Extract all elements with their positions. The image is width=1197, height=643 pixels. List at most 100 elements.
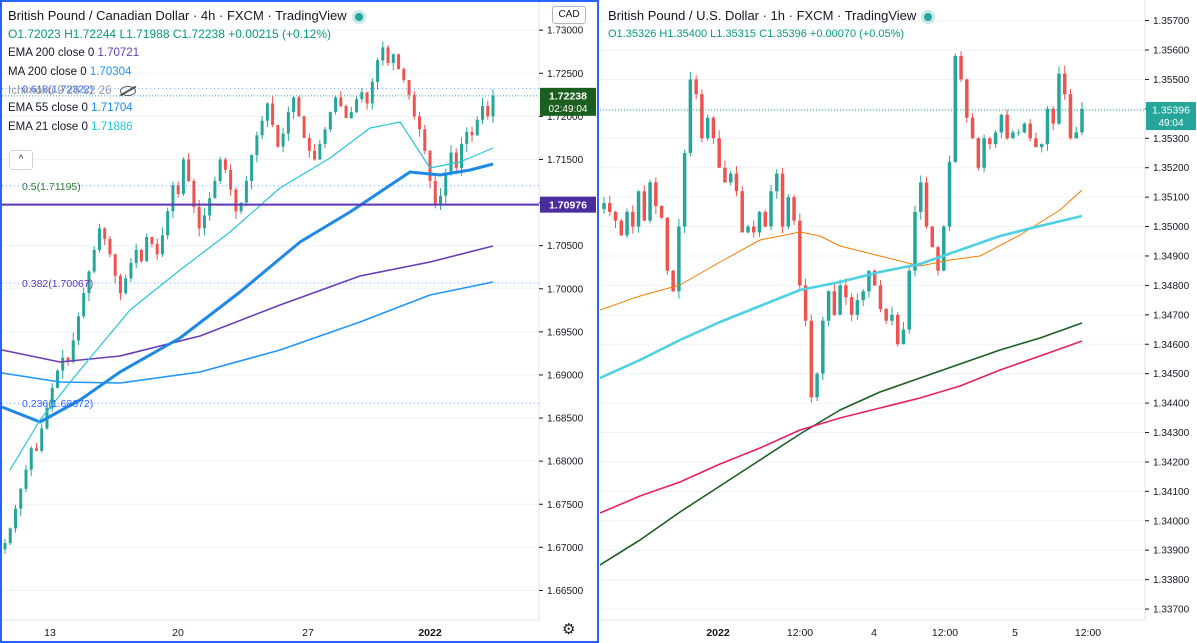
- x-tick-label: 12:00: [787, 627, 813, 639]
- gbpcad-ohlc: O1.72023 H1.72244 L1.71988 C1.72238 +0.0…: [8, 25, 363, 44]
- ohlc-low: L1.71988: [119, 27, 170, 41]
- candle-body: [602, 203, 606, 210]
- gbpcad-chart-panel[interactable]: 1.730001.725001.720001.715001.710001.705…: [0, 0, 599, 643]
- fib-level-label: 0.236(1.68672): [22, 398, 93, 410]
- candle-body: [792, 197, 796, 221]
- candle-body: [386, 47, 390, 63]
- orange-ma-line: [600, 189, 1083, 311]
- y-tick-label: 1.73000: [547, 26, 584, 37]
- candle-body: [281, 133, 285, 147]
- candle-body: [213, 181, 217, 199]
- countdown-label: 02:49:04: [549, 104, 588, 115]
- candle-body: [988, 138, 992, 145]
- candle-body: [454, 152, 458, 169]
- candle-body: [895, 314, 900, 345]
- candle-body: [688, 79, 693, 153]
- y-tick-label: 1.34600: [1153, 340, 1190, 351]
- candle-body: [1057, 73, 1061, 124]
- y-tick-label: 1.70500: [547, 241, 584, 252]
- candle-body: [92, 249, 96, 272]
- candle-body: [636, 191, 641, 227]
- y-tick-label: 1.35000: [1153, 222, 1190, 233]
- candle-body: [826, 291, 831, 321]
- candle-body: [1034, 138, 1038, 148]
- candle-body: [97, 228, 101, 250]
- candle-body: [218, 159, 222, 182]
- y-tick-label: 1.72500: [547, 69, 584, 80]
- ema21-line: [9, 121, 494, 471]
- candle-body: [976, 138, 981, 168]
- candle-body: [208, 198, 212, 216]
- y-tick-label: 1.70000: [547, 284, 584, 295]
- candle-body: [982, 138, 986, 168]
- y-tick-label: 1.34900: [1153, 251, 1190, 262]
- candles-group: [602, 51, 1084, 403]
- indicator-ema21[interactable]: EMA 21 close 0 1.71886: [8, 121, 133, 133]
- candle-body: [475, 119, 479, 136]
- gbpusd-legend: British Pound / U.S. Dollar · 1h · FXCM …: [608, 6, 933, 44]
- candle-body: [244, 181, 248, 203]
- candle-body: [444, 172, 448, 196]
- indicator-ema200[interactable]: EMA 200 close 0 1.70721: [8, 47, 140, 59]
- candle-body: [613, 211, 618, 221]
- candle-body: [24, 469, 28, 489]
- candle-body: [239, 202, 243, 212]
- candle-body: [3, 543, 7, 550]
- gbpusd-ohlc: O1.35326 H1.35400 L1.35315 C1.35396 +0.0…: [608, 28, 905, 40]
- gbpcad-chart-svg[interactable]: 1.730001.725001.720001.715001.710001.705…: [0, 0, 599, 643]
- candle-body: [642, 191, 647, 221]
- candle-body: [391, 54, 395, 63]
- candle-body: [890, 314, 894, 321]
- candle-body: [439, 195, 443, 205]
- candle-body: [150, 237, 154, 244]
- last-price-label: 1.72238: [549, 90, 587, 102]
- candle-body: [82, 293, 86, 317]
- y-tick-label: 1.34800: [1153, 281, 1190, 292]
- candle-body: [197, 206, 201, 229]
- fib-level-label: 0.618(1.72322): [22, 84, 93, 96]
- candle-body: [849, 297, 854, 315]
- candle-body: [192, 181, 196, 207]
- candle-body: [108, 238, 112, 255]
- candle-body: [491, 95, 495, 117]
- gbpusd-chart-panel[interactable]: 1.357001.356001.355001.354001.353001.352…: [600, 0, 1197, 643]
- candle-body: [381, 47, 385, 61]
- candle-body: [965, 79, 969, 118]
- x-tick-label: 13: [44, 627, 56, 639]
- candle-body: [942, 226, 946, 271]
- gbpusd-chart-svg[interactable]: 1.357001.356001.355001.354001.353001.352…: [600, 0, 1197, 643]
- y-tick-label: 1.67500: [547, 500, 584, 511]
- indicator-ma200[interactable]: MA 200 close 0 1.70304: [8, 66, 132, 78]
- candle-body: [654, 182, 658, 206]
- candle-body: [677, 226, 681, 292]
- countdown-label: 49:04: [1158, 118, 1183, 129]
- currency-button[interactable]: CAD: [552, 6, 586, 24]
- candle-body: [1005, 114, 1009, 139]
- candle-body: [930, 226, 935, 248]
- candle-body: [918, 182, 923, 212]
- candle-body: [705, 117, 710, 139]
- candle-body: [481, 106, 485, 120]
- candle-body: [176, 185, 180, 194]
- candle-body: [412, 94, 416, 117]
- candle-body: [13, 508, 17, 529]
- candle-body: [625, 211, 629, 236]
- candle-body: [1045, 108, 1050, 145]
- collapse-legend-button[interactable]: ^: [9, 150, 33, 170]
- candle-body: [486, 106, 490, 117]
- candle-body: [139, 249, 143, 262]
- candle-body: [1074, 132, 1078, 139]
- candle-body: [728, 173, 733, 183]
- last-price-label: 1.35396: [1152, 105, 1190, 117]
- y-tick-label: 1.68000: [547, 457, 584, 468]
- indicator-ema55[interactable]: EMA 55 close 0 1.71704: [8, 102, 133, 114]
- candle-body: [34, 448, 38, 451]
- hidden-eye-icon[interactable]: [119, 85, 136, 96]
- settings-gear-icon[interactable]: ⚙: [562, 621, 576, 638]
- candle-body: [234, 189, 238, 212]
- indicator-ichimoku[interactable]: Ichimoku 9 26 52 26: [8, 82, 363, 101]
- ema200-line: [1, 245, 494, 363]
- candle-body: [428, 150, 432, 182]
- y-tick-label: 1.34500: [1153, 369, 1190, 380]
- candle-body: [40, 428, 44, 451]
